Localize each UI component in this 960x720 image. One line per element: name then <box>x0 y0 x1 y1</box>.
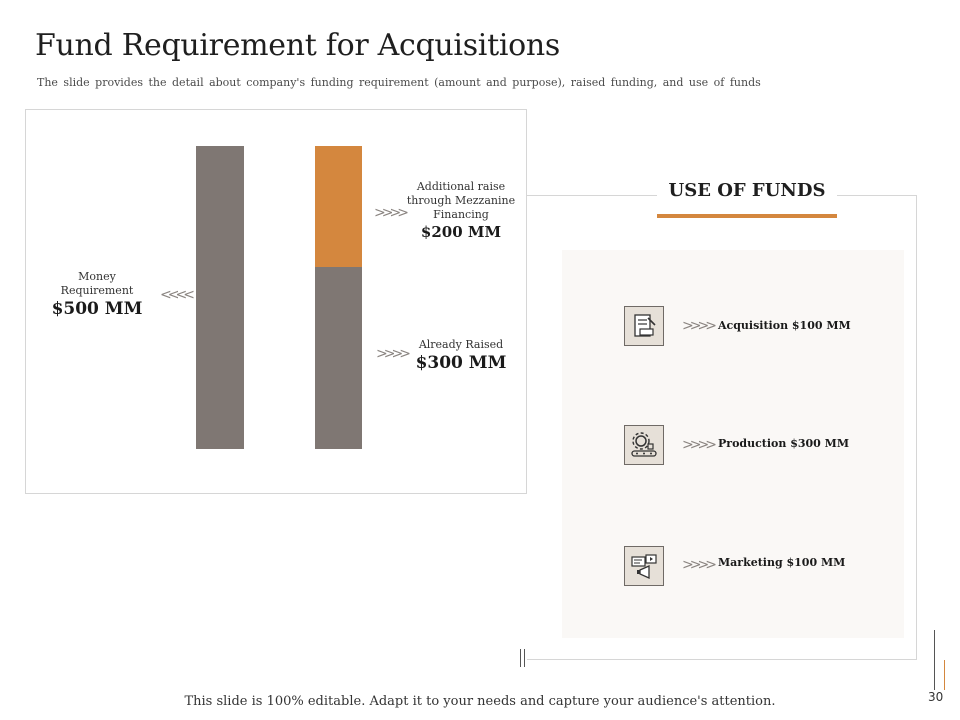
use-of-funds-item-production: Production $300 MM <box>718 437 850 450</box>
chevrons-right-icon: >>>> <box>682 557 717 573</box>
already-raised-label: Already Raised $300 MM <box>398 338 524 373</box>
slide-subtitle: The slide provides the detail about comp… <box>37 76 761 89</box>
already-raised-amount: $300 MM <box>415 353 507 373</box>
money-requirement-bar <box>196 146 244 449</box>
document-pen-icon <box>624 306 664 346</box>
additional-raise-bar <box>315 146 362 268</box>
slide-title: Fund Requirement for Acquisitions <box>35 28 561 63</box>
decorative-line <box>934 630 935 690</box>
money-requirement-amount: $500 MM <box>51 299 143 319</box>
use-of-funds-item-marketing: Marketing $100 MM <box>718 556 846 569</box>
use-of-funds-panel <box>562 250 904 638</box>
decorative-line <box>520 649 521 667</box>
use-of-funds-title: USE OF FUNDS <box>657 180 837 201</box>
decorative-line-accent <box>944 660 945 690</box>
footer-text: This slide is 100% editable. Adapt it to… <box>184 694 776 709</box>
chevrons-right-icon: >>>> <box>374 205 409 221</box>
already-raised-bar <box>315 267 362 449</box>
chevrons-right-icon: >>>> <box>682 437 717 453</box>
decorative-line <box>524 649 525 667</box>
gear-conveyor-icon <box>624 425 664 465</box>
funding-panel: Money Requirement $500 MM <<<< >>>> Addi… <box>25 109 527 494</box>
chevrons-right-icon: >>>> <box>376 346 411 362</box>
chevrons-left-icon: <<<< <box>160 287 195 303</box>
money-requirement-label: Money Requirement $500 MM <box>42 270 152 319</box>
megaphone-icon <box>624 546 664 586</box>
additional-raise-label: Additional raise through Mezzanine Finan… <box>394 180 528 241</box>
page-number: 30 <box>928 690 944 704</box>
title-underline <box>657 214 837 218</box>
chevrons-right-icon: >>>> <box>682 318 717 334</box>
additional-raise-amount: $200 MM <box>420 223 502 241</box>
use-of-funds-item-acquisition: Acquisition $100 MM <box>718 319 851 332</box>
